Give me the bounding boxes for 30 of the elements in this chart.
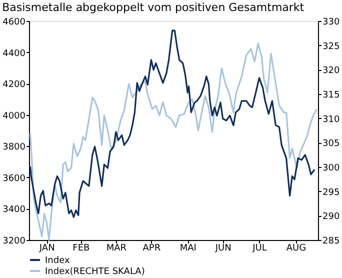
y-tick-label: 3400: [2, 205, 26, 216]
y2-tick-label: 320: [322, 66, 340, 76]
y2-tick-label: 290: [322, 212, 340, 222]
y-tick-label: 3200: [2, 236, 26, 246]
legend-label: Index(RECHTE SKALA): [45, 267, 145, 277]
x-tick-label: AUG: [286, 244, 306, 254]
y2-tick-label: 310: [322, 114, 340, 125]
y2-tick-label: 305: [322, 139, 340, 150]
chart-title: Basismetalle abgekoppelt vom positiven Gesamtmarkt: [2, 1, 305, 14]
x-tick-label: JAN: [38, 244, 55, 254]
x-tick-label: FEB: [72, 244, 90, 254]
y-tick-label: 4400: [2, 48, 26, 59]
y-tick-label: 4600: [2, 18, 26, 28]
y2-tick-label: 315: [322, 90, 340, 100]
y2-tick-label: 330: [322, 18, 340, 28]
y-tick-label: 3800: [2, 142, 26, 153]
x-tick-label: JUL: [252, 244, 267, 254]
y-tick-label: 4200: [2, 80, 26, 90]
y-tick-label: 3600: [2, 174, 26, 184]
x-tick-label: MAI: [180, 244, 196, 254]
x-tick-label: APR: [142, 244, 161, 254]
line-series: [29, 30, 316, 218]
y-tick-label: 4000: [2, 111, 26, 122]
legend-label: Index: [45, 256, 70, 266]
y2-tick-label: 300: [322, 164, 340, 174]
y2-tick-label: 325: [322, 42, 340, 52]
y2-tick-label: 285: [322, 236, 340, 246]
y2-tick-label: 295: [322, 188, 340, 198]
x-tick-label: MAR: [106, 244, 127, 254]
x-tick-label: JUN: [214, 244, 232, 254]
